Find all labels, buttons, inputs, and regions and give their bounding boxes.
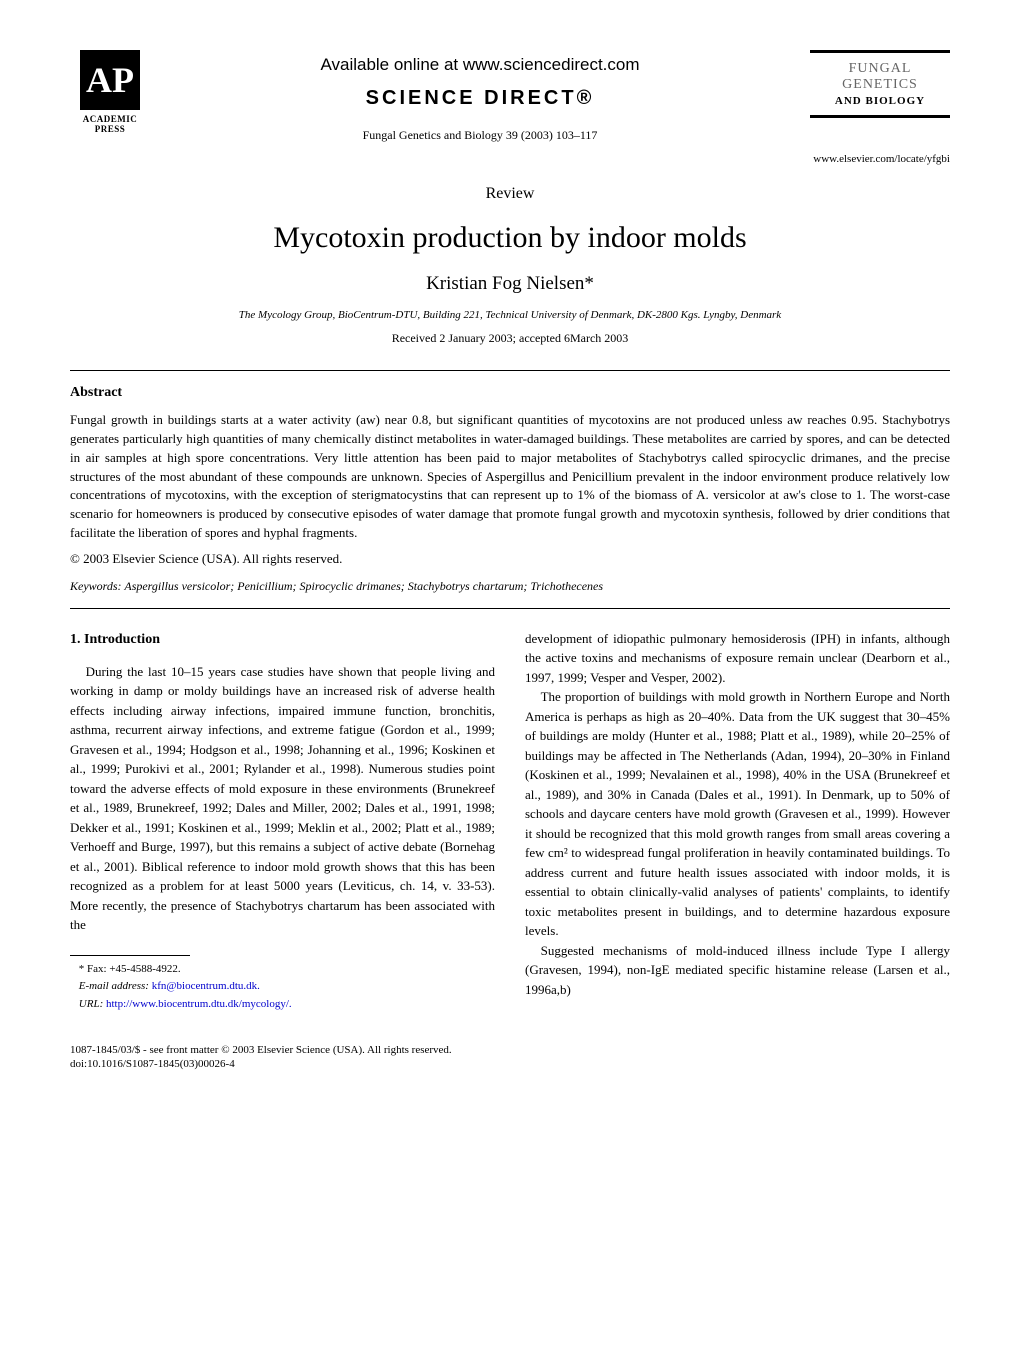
journal-logo-block: FUNGAL GENETICS AND BIOLOGY [810,50,950,118]
url-label: URL: [79,998,103,1010]
journal-citation: Fungal Genetics and Biology 39 (2003) 10… [150,128,810,143]
journal-logo-top: FUNGAL GENETICS [810,61,950,93]
intro-para-2: development of idiopathic pulmonary hemo… [525,629,950,688]
footnotes-block: * Fax: +45-4588-4922. E-mail address: kf… [70,962,495,1012]
abstract-heading: Abstract [70,385,950,401]
keywords-line: Keywords: Aspergillus versicolor; Penici… [70,579,950,594]
footnote-url-line: URL: http://www.biocentrum.dtu.dk/mycolo… [70,997,495,1012]
intro-para-4: Suggested mechanisms of mold-induced ill… [525,941,950,1000]
center-header: Available online at www.sciencedirect.co… [150,50,810,143]
publisher-logo-block: AP ACADEMIC PRESS [70,50,150,134]
keywords-values: Aspergillus versicolor; Penicillium; Spi… [124,579,603,593]
introduction-heading: 1. Introduction [70,629,495,650]
author-name: Kristian Fog Nielsen* [70,273,950,295]
footer-line-2: doi:10.1016/S1087-1845(03)00026-4 [70,1058,950,1070]
header-row: AP ACADEMIC PRESS Available online at ww… [70,50,950,143]
rule-below-keywords [70,608,950,609]
article-title: Mycotoxin production by indoor molds [70,221,950,255]
science-direct-logo: SCIENCE DIRECT® [150,87,810,110]
intro-para-1: During the last 10–15 years case studies… [70,662,495,935]
footnote-email-line: E-mail address: kfn@biocentrum.dtu.dk. [70,979,495,994]
publisher-name: ACADEMIC PRESS [70,114,150,134]
footer-line-1: 1087-1845/03/$ - see front matter © 2003… [70,1044,950,1056]
affiliation: The Mycology Group, BioCentrum-DTU, Buil… [70,309,950,321]
intro-para-3: The proportion of buildings with mold gr… [525,687,950,941]
url-address[interactable]: http://www.biocentrum.dtu.dk/mycology/. [106,998,292,1010]
locate-url: www.elsevier.com/locate/yfgbi [70,153,950,165]
footnote-rule [70,955,190,956]
article-type: Review [70,185,950,203]
available-online-text: Available online at www.sciencedirect.co… [150,55,810,75]
abstract-text: Fungal growth in buildings starts at a w… [70,411,950,543]
two-column-body: 1. Introduction During the last 10–15 ye… [70,629,950,1014]
rule-above-abstract [70,370,950,371]
received-dates: Received 2 January 2003; accepted 6March… [70,331,950,346]
email-label: E-mail address: [79,980,149,992]
left-column: 1. Introduction During the last 10–15 ye… [70,629,495,1014]
journal-logo-bottom: AND BIOLOGY [810,95,950,107]
abstract-copyright: © 2003 Elsevier Science (USA). All right… [70,551,950,567]
footnote-fax: * Fax: +45-4588-4922. [70,962,495,977]
right-column: development of idiopathic pulmonary hemo… [525,629,950,1014]
ap-logo-icon: AP [80,50,140,110]
keywords-label: Keywords: [70,579,122,593]
email-address[interactable]: kfn@biocentrum.dtu.dk. [152,980,260,992]
